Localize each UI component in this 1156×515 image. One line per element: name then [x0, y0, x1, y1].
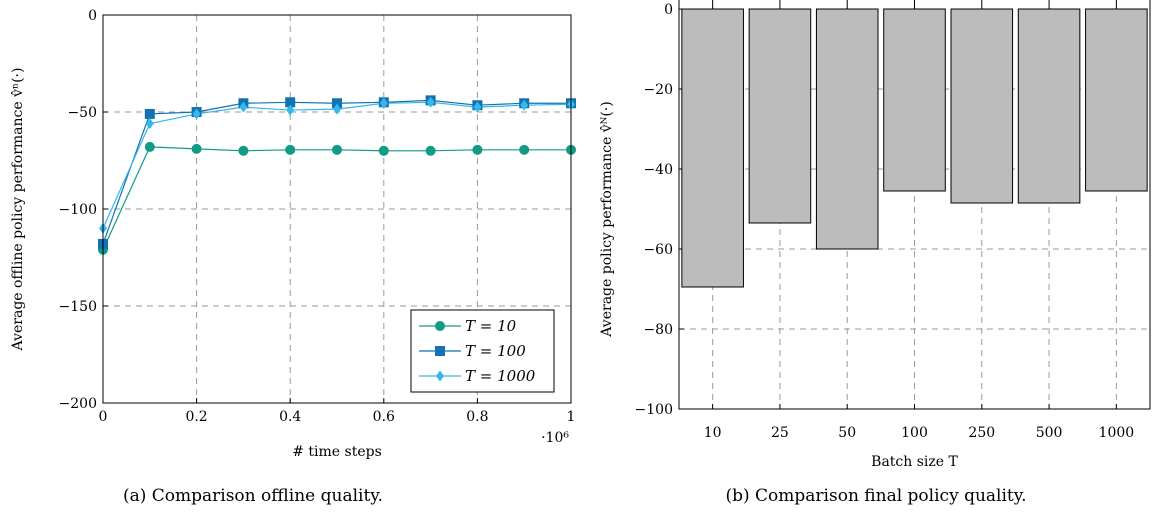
chart-a-x-tick-label: 0.6: [373, 409, 395, 425]
chart-a-series-line-1: [102, 99, 571, 245]
chart-b-x-tick-label: 10: [704, 425, 722, 441]
chart-a-x-tick-label: 0: [99, 409, 108, 425]
chart-a-x-tick-label: 0.8: [466, 409, 488, 425]
chart-a-y-axis-label: Average offline policy performance v̂ⁿ(·…: [10, 68, 26, 352]
chart-b-caption: (b) Comparison final policy quality.: [725, 486, 1026, 506]
chart-b-frame: [678, 0, 1151, 410]
chart-a-y-tick-label: 0: [88, 8, 97, 24]
chart-a-point-0: [519, 144, 530, 155]
chart-b-x-tick-label: 25: [771, 425, 789, 441]
chart-a-point-0: [472, 144, 483, 155]
chart-a-series: [102, 99, 572, 250]
chart-b-bar: [748, 8, 812, 224]
chart-a-x-tick-label: 1: [567, 409, 576, 425]
chart-a-point-2: [192, 108, 201, 120]
chart-a-point-2: [473, 101, 482, 113]
chart-b-x-tick-label: 250: [968, 425, 995, 441]
chart-a-point-0: [238, 145, 249, 156]
chart-a-point-2: [520, 99, 529, 111]
chart-a-point-2: [426, 96, 435, 108]
chart-a-caption: (a) Comparison offline quality.: [123, 486, 383, 506]
chart-b-tick-labels: 0 −20 −40 −60 −80 −100 10 25 50 100 250 500 1000: [635, 2, 1135, 441]
chart-a-legend-label: T = 1000: [465, 367, 536, 385]
chart-b-x-tick-label: 500: [1036, 425, 1063, 441]
chart-b-bar: [1085, 8, 1148, 192]
chart-b-y-tick-label: −60: [643, 242, 673, 258]
chart-a-y-tick-label: −100: [59, 202, 97, 218]
chart-a-legend-label: T = 10: [465, 317, 517, 335]
chart-a-point-1: [285, 97, 296, 108]
chart-b: 0 −20 −40 −60 −80 −100 10 25 50 100 250 500 1000 Bat…: [599, 0, 1151, 506]
chart-a-tick-labels: 0 0.2 0.4 0.6 0.8 1 0 −50 −100 −150 −200: [59, 8, 576, 425]
chart-a-point-2: [333, 103, 341, 115]
chart-b-bar: [1017, 8, 1081, 204]
chart-b-y-tick-label: −100: [635, 402, 673, 418]
chart-a-point-0: [332, 144, 342, 155]
chart-a-point-1: [332, 98, 342, 109]
chart-a-x-multiplier: ·10⁶: [541, 430, 569, 446]
chart-b-y-tick-label: −40: [643, 162, 673, 178]
chart-a-legend-marker: [435, 321, 445, 331]
chart-a-point-0: [425, 145, 436, 156]
chart-b-y-tick-label: −80: [643, 322, 673, 338]
chart-a: 0 0.2 0.4 0.6 0.8 1 0 −50 −100 −150 −200 # time st…: [10, 8, 576, 506]
chart-a-series-line-0: [102, 146, 571, 250]
chart-a-point-1: [144, 108, 155, 119]
chart-a-y-tick-label: −150: [59, 299, 97, 315]
chart-a-x-axis-label: # time steps: [292, 444, 382, 460]
chart-a-point-2: [286, 104, 295, 116]
chart-a-y-tick-label: −50: [67, 105, 97, 121]
chart-a-x-tick-label: 0.4: [279, 409, 301, 425]
chart-b-bar: [815, 8, 879, 250]
chart-a-point-0: [191, 143, 202, 154]
chart-b-bar: [950, 8, 1014, 204]
chart-a-frame: [102, 14, 572, 404]
chart-a-point-2: [145, 118, 154, 130]
chart-a-point-2: [379, 97, 388, 109]
chart-a-legend: T = 10 T = 100 T = 1000: [410, 309, 555, 393]
chart-a-legend-marker: [436, 370, 444, 382]
chart-b-y-tick-label: 0: [664, 2, 673, 18]
chart-a-legend-label: T = 100: [465, 342, 526, 360]
chart-a-point-0: [144, 141, 155, 152]
chart-b-x-tick-label: 1000: [1099, 425, 1135, 441]
chart-a-markers: [98, 95, 576, 255]
chart-a-point-2: [239, 101, 248, 113]
chart-a-legend-marker: [435, 346, 445, 356]
chart-b-bar: [681, 8, 744, 288]
chart-b-y-tick-label: −20: [643, 82, 673, 98]
chart-a-point-0: [285, 144, 296, 155]
chart-b-x-tick-label: 50: [838, 425, 856, 441]
chart-b-x-axis-label: Batch size T: [871, 454, 958, 470]
chart-a-point-0: [378, 145, 389, 156]
chart-b-y-axis-label: Average policy performance v̂ᴺ(·): [599, 101, 615, 337]
chart-a-x-tick-label: 0.2: [185, 409, 207, 425]
chart-b-x-tick-label: 100: [901, 425, 928, 441]
chart-a-y-tick-label: −200: [59, 396, 97, 412]
chart-b-bar: [883, 8, 946, 192]
chart-b-bars: [681, 8, 1148, 288]
